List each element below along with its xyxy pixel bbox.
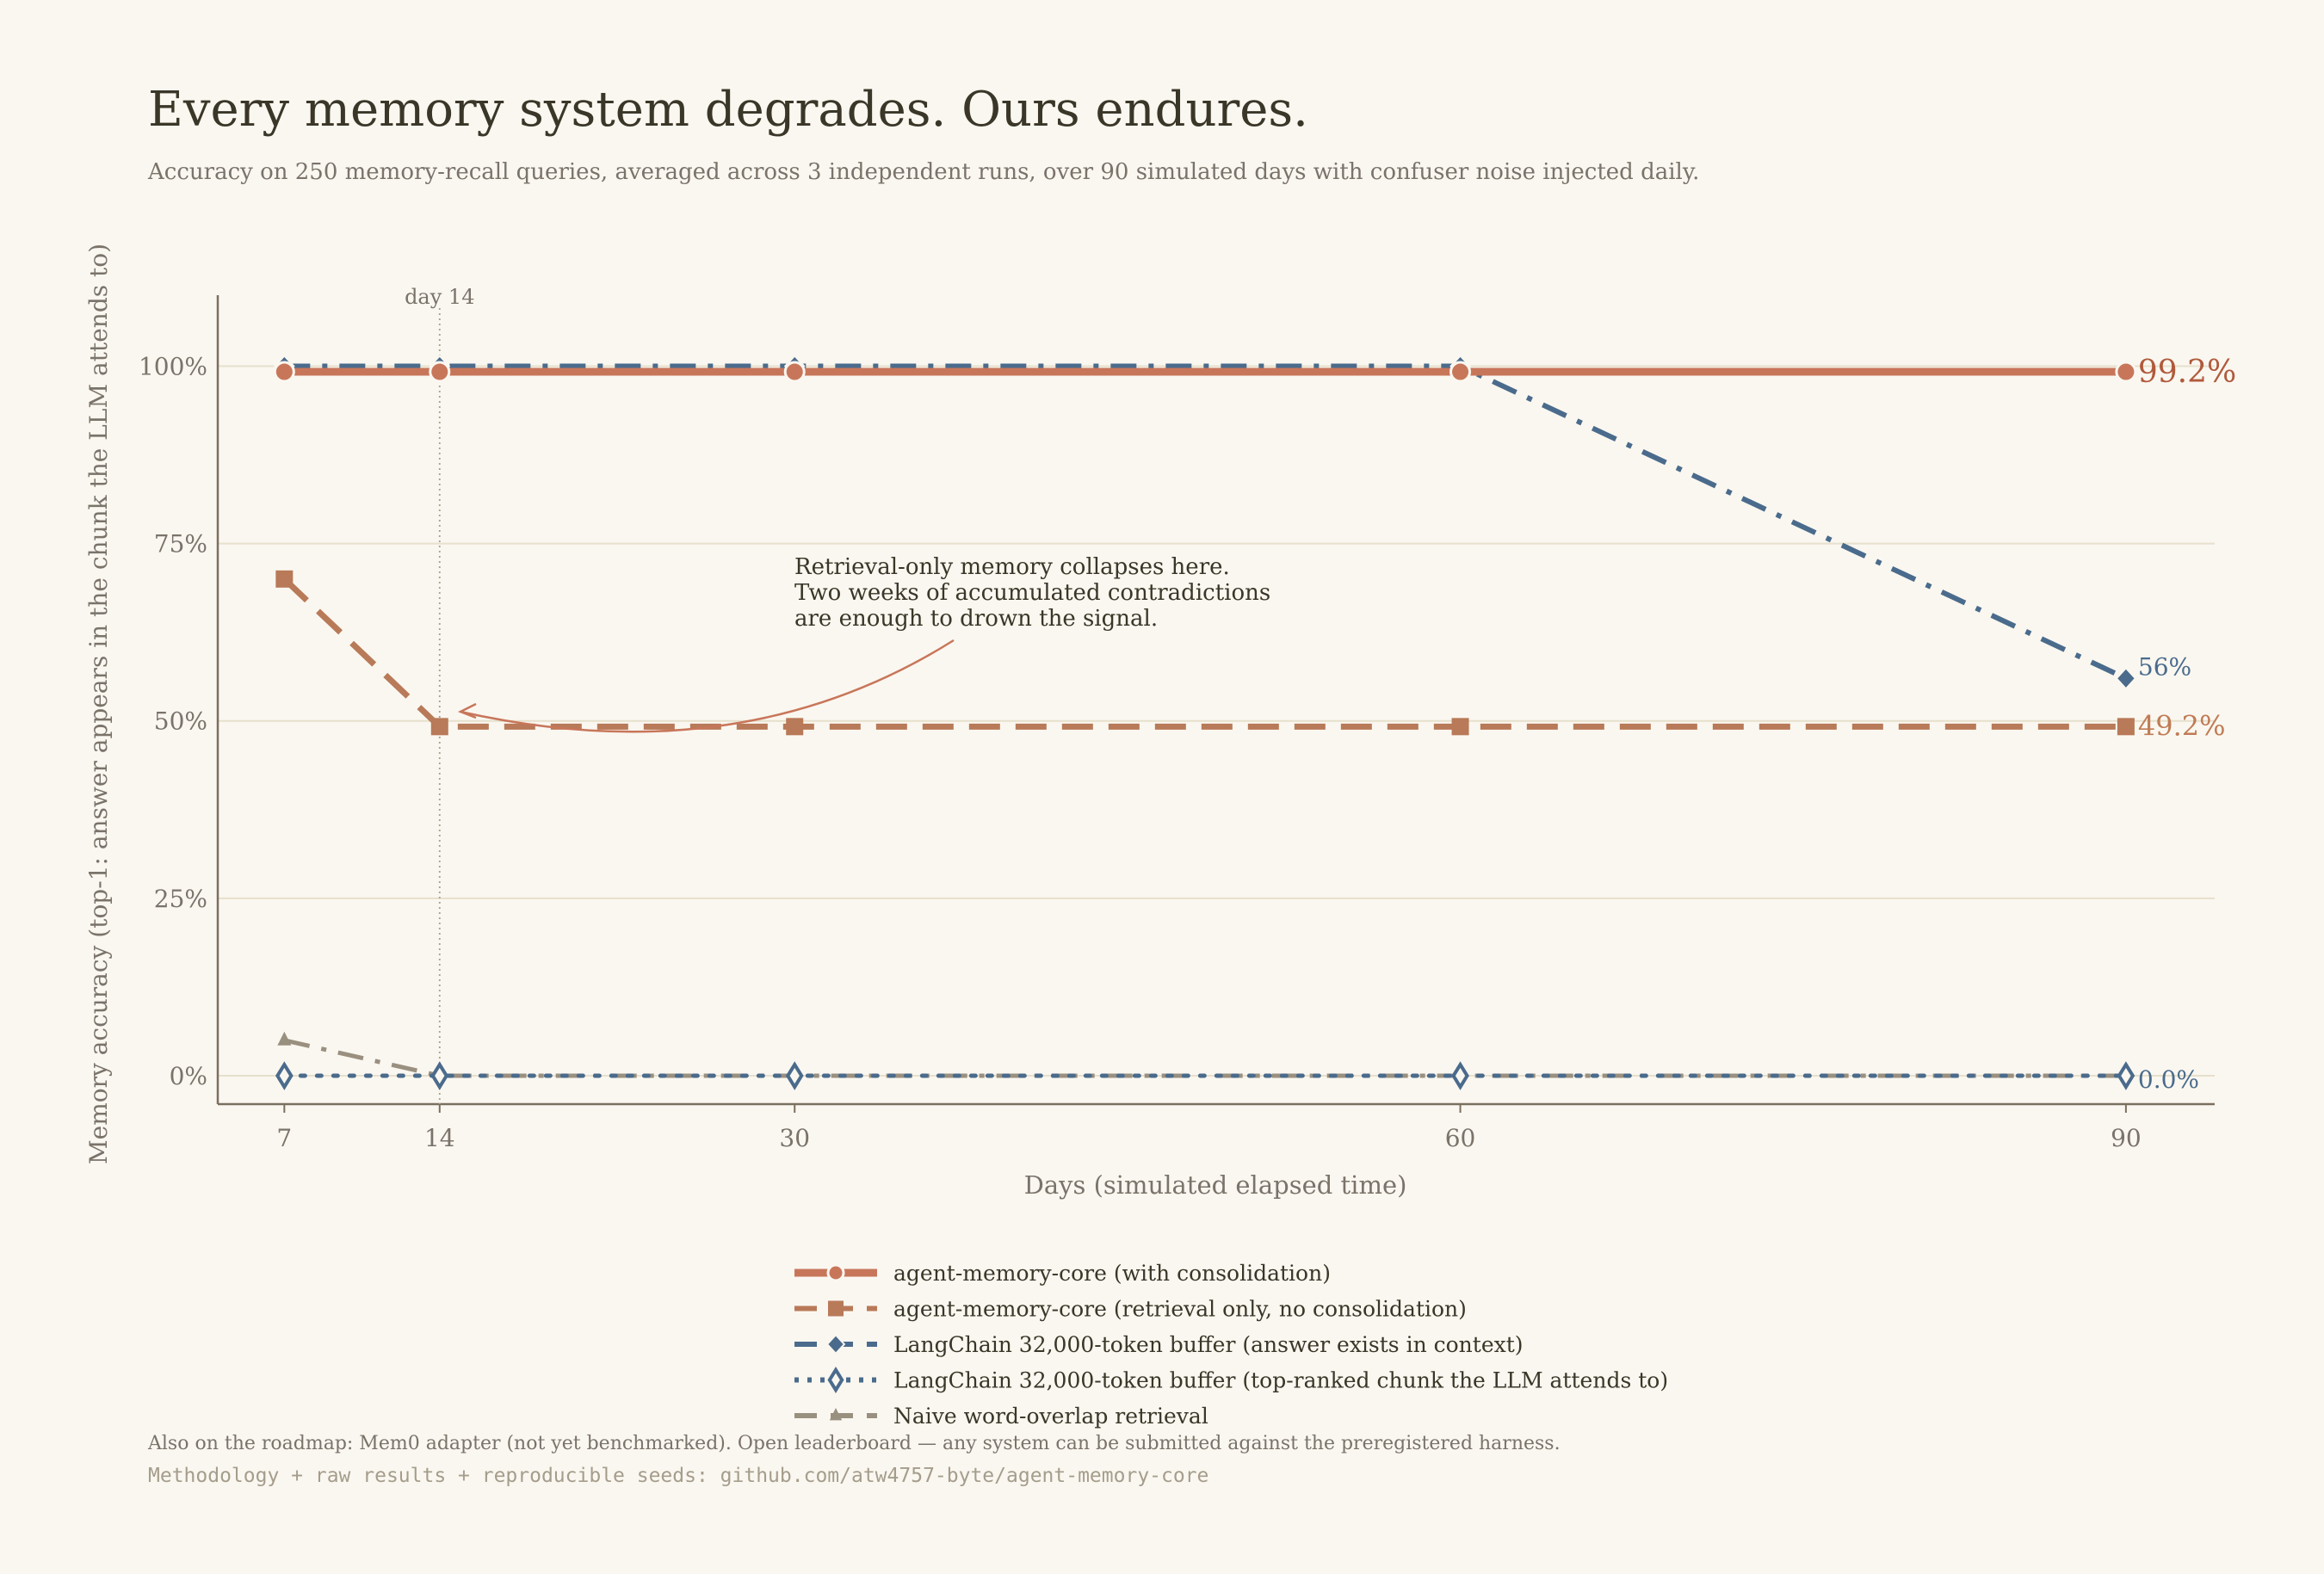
- footer-note: Also on the roadmap: Mem0 adapter (not y…: [147, 1433, 1561, 1454]
- annotation: Retrieval-only memory collapses here. Tw…: [457, 554, 1270, 733]
- series-group: 0.0% 49.2% 56% 99.2%: [273, 354, 2236, 1094]
- legend-label: LangChain 32,000-token buffer (top-ranke…: [893, 1368, 1668, 1393]
- legend-item: agent-memory-core (with consolidation): [794, 1261, 1331, 1286]
- series-line: [283, 1038, 2126, 1078]
- square-marker: [786, 718, 804, 736]
- legend-label: agent-memory-core (retrieval only, no co…: [893, 1297, 1467, 1322]
- x-tick-label: 90: [2111, 1124, 2142, 1152]
- square-marker: [2117, 718, 2135, 736]
- reference-line-label: day 14: [405, 285, 474, 309]
- circle-marker: [2115, 361, 2137, 383]
- end-value-label: 56%: [2138, 652, 2191, 681]
- square-marker: [430, 718, 448, 736]
- open-diamond-marker: [1451, 1061, 1469, 1090]
- series-3: 0.0%: [275, 1061, 2199, 1094]
- square-marker: [275, 570, 294, 588]
- legend-item: LangChain 32,000-token buffer (answer ex…: [794, 1332, 1524, 1357]
- open-diamond-marker: [430, 1061, 449, 1090]
- circle-marker: [429, 361, 451, 383]
- x-tick-label: 14: [424, 1124, 455, 1152]
- y-tick-label: 25%: [154, 885, 207, 913]
- open-diamond-marker: [785, 1061, 804, 1090]
- legend: agent-memory-core (with consolidation) ag…: [794, 1261, 1668, 1429]
- footer-link[interactable]: Methodology + raw results + reproducible…: [148, 1465, 1208, 1487]
- legend-label: Naive word-overlap retrieval: [893, 1404, 1208, 1429]
- legend-item: agent-memory-core (retrieval only, no co…: [794, 1297, 1467, 1322]
- x-tick-label: 7: [276, 1124, 292, 1152]
- legend-label: LangChain 32,000-token buffer (answer ex…: [893, 1332, 1524, 1357]
- diamond-marker: [825, 1333, 846, 1355]
- diamond-marker: [2115, 666, 2137, 690]
- series-4: [277, 1031, 2126, 1078]
- circle-marker: [783, 361, 806, 383]
- series-line: [284, 363, 2128, 681]
- series-1: 49.2%: [275, 570, 2226, 742]
- end-value-label: 0.0%: [2138, 1065, 2199, 1094]
- x-axis-label: Days (simulated elapsed time): [1024, 1170, 1407, 1200]
- end-value-label: 49.2%: [2138, 709, 2226, 742]
- annotation-line: are enough to drown the signal.: [794, 606, 1158, 632]
- series-0: 99.2%: [273, 355, 2236, 390]
- circle-marker: [826, 1263, 845, 1282]
- y-axis-label: Memory accuracy (top-1: answer appears i…: [84, 244, 113, 1164]
- open-diamond-marker: [2117, 1061, 2135, 1090]
- annotation-line: Two weeks of accumulated contradictions: [794, 580, 1270, 606]
- triangle-marker: [277, 1031, 292, 1046]
- circle-marker: [1449, 361, 1472, 383]
- arrow-head-icon: [457, 702, 477, 719]
- annotation-arrow: [460, 639, 955, 733]
- legend-item: LangChain 32,000-token buffer (top-ranke…: [794, 1366, 1668, 1394]
- y-tick-label: 0%: [170, 1062, 207, 1090]
- y-tick-label: 75%: [154, 530, 207, 559]
- chart-title: Every memory system degrades. Ours endur…: [148, 82, 1308, 138]
- series-2: 56%: [273, 354, 2191, 690]
- gridlines: [218, 365, 2215, 1077]
- square-marker: [828, 1300, 844, 1317]
- legend-label: agent-memory-core (with consolidation): [893, 1261, 1331, 1286]
- square-marker: [1451, 718, 1469, 736]
- legend-item: Naive word-overlap retrieval: [794, 1404, 1208, 1429]
- open-diamond-marker: [827, 1366, 844, 1394]
- chart-subtitle: Accuracy on 250 memory-recall queries, a…: [147, 159, 1699, 185]
- end-value-label: 99.2%: [2138, 355, 2236, 390]
- open-diamond-marker: [275, 1061, 294, 1090]
- y-tick-label: 50%: [154, 707, 207, 736]
- x-tick-label: 30: [779, 1124, 810, 1152]
- triangle-marker: [829, 1408, 843, 1421]
- y-tick-label: 100%: [139, 352, 207, 380]
- annotation-line: Retrieval-only memory collapses here.: [794, 554, 1230, 580]
- axes: 0% 25% 50% 75% 100% 7 14 30 60 90 day 14: [139, 285, 2215, 1152]
- x-tick-label: 60: [1445, 1124, 1476, 1152]
- circle-marker: [273, 361, 295, 383]
